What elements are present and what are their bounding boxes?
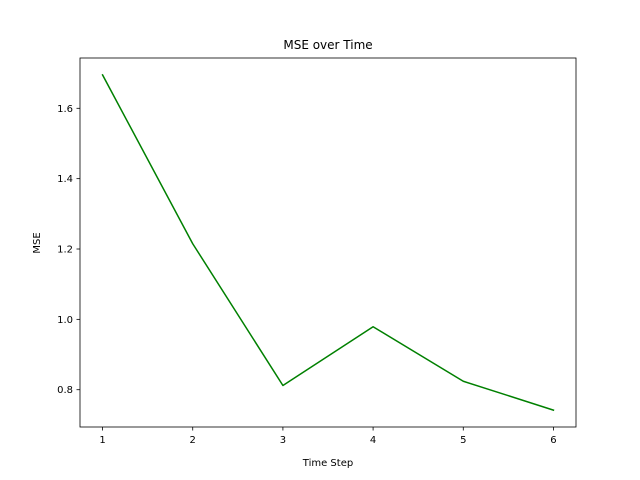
y-tick-label: 1.0 [57, 315, 73, 326]
x-tick-label: 5 [460, 435, 466, 446]
x-axis-label: Time Step [302, 458, 353, 469]
y-tick-label: 1.2 [57, 245, 73, 256]
x-tick-label: 6 [550, 435, 556, 446]
y-tick-label: 0.8 [57, 385, 73, 396]
series-line-0 [101, 73, 555, 412]
x-tick-label: 4 [370, 435, 376, 446]
x-tick-label: 1 [99, 435, 105, 446]
plot-area: 1 2 3 4 5 6 0.8 1.0 1.2 1.4 1.6 [57, 57, 577, 446]
axes-frame [79, 57, 577, 428]
x-tick-label: 3 [280, 435, 286, 446]
y-tick-label: 1.6 [57, 104, 73, 115]
x-tick-label: 2 [190, 435, 196, 446]
y-axis-label: MSE [32, 232, 43, 253]
y-tick-label: 1.4 [57, 174, 73, 185]
chart-title: MSE over Time [283, 38, 372, 52]
